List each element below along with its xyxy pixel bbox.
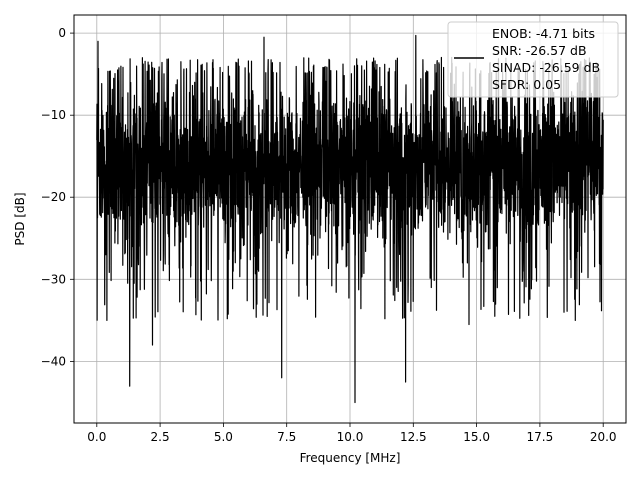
y-axis-ticks: 0 −10 −20 −30 −40	[41, 26, 74, 368]
x-tick-label: 15.0	[463, 430, 490, 444]
y-tick-label: −10	[41, 108, 66, 122]
series-psd	[96, 34, 604, 404]
y-tick-label: −40	[41, 354, 66, 368]
x-tick-label: 7.5	[277, 430, 296, 444]
y-tick-label: 0	[58, 26, 66, 40]
legend-box	[447, 21, 619, 98]
legend-snr: SNR: -26.57 dB	[492, 43, 587, 58]
x-tick-label: 0.0	[87, 430, 106, 444]
x-tick-label: 2.5	[151, 430, 170, 444]
x-tick-label: 5.0	[214, 430, 233, 444]
x-axis-ticks: 0.0 2.5 5.0 7.5 10.0 12.5 15.0 17.5 20.0	[87, 423, 617, 444]
legend: ENOB: -4.71 bits SNR: -26.57 dB SINAD: -…	[447, 21, 619, 98]
x-tick-label: 20.0	[590, 430, 617, 444]
y-tick-label: −30	[41, 272, 66, 286]
x-tick-label: 17.5	[527, 430, 554, 444]
y-tick-label: −20	[41, 190, 66, 204]
legend-enob: ENOB: -4.71 bits	[492, 26, 595, 41]
x-tick-label: 12.5	[400, 430, 427, 444]
psd-line	[96, 34, 604, 404]
x-tick-label: 10.0	[337, 430, 364, 444]
y-axis-label: PSD [dB]	[13, 192, 27, 245]
x-axis-label: Frequency [MHz]	[300, 451, 401, 465]
legend-sinad: SINAD: -26.59 dB	[492, 60, 600, 75]
legend-sfdr: SFDR: 0.05	[492, 77, 561, 92]
